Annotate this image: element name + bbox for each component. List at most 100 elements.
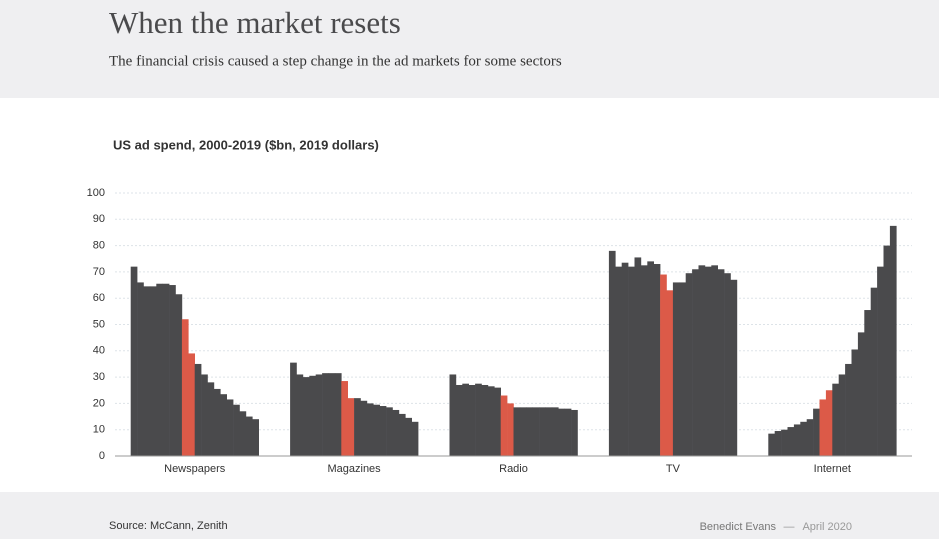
bar — [455, 384, 463, 456]
bar — [685, 273, 693, 456]
y-tick-label: 0 — [99, 450, 105, 462]
bar — [672, 282, 680, 456]
bar — [366, 403, 374, 456]
bar — [551, 407, 559, 456]
bar — [647, 261, 654, 456]
y-tick-label: 60 — [93, 292, 105, 304]
footer-band — [0, 492, 939, 539]
bar — [832, 383, 839, 456]
x-tick-label: Magazines — [327, 463, 381, 475]
bar — [188, 353, 195, 456]
bar — [500, 395, 508, 456]
bar — [201, 374, 208, 456]
bar — [328, 373, 336, 456]
bar — [149, 286, 157, 456]
bar — [322, 373, 329, 456]
bar — [845, 363, 852, 456]
bar — [857, 332, 865, 456]
bar — [175, 294, 183, 456]
bar — [449, 374, 457, 456]
x-tick-label: Internet — [814, 463, 851, 475]
y-tick-label: 10 — [93, 424, 105, 436]
bar — [386, 407, 393, 456]
bar — [475, 383, 482, 456]
bar — [883, 245, 891, 456]
subtitle: The financial crisis caused a step chang… — [109, 53, 562, 69]
bar — [226, 399, 234, 456]
bar — [360, 400, 368, 456]
bar — [181, 319, 189, 456]
chart-title: US ad spend, 2000-2019 ($bn, 2019 dollar… — [113, 137, 379, 152]
bar — [169, 285, 176, 456]
bar — [405, 417, 412, 456]
x-tick-label: Radio — [499, 463, 528, 475]
bar — [539, 407, 546, 456]
bar — [137, 282, 144, 456]
bar — [379, 406, 387, 456]
bar — [851, 349, 859, 456]
bar — [341, 381, 348, 456]
bar — [889, 225, 897, 456]
y-tick-label: 40 — [93, 345, 105, 357]
bar — [711, 265, 718, 456]
bar — [239, 411, 247, 456]
x-tick-label: TV — [666, 463, 681, 475]
bar — [233, 404, 240, 456]
source: Source: McCann, Zenith — [109, 520, 228, 532]
bar — [864, 310, 871, 456]
bar — [615, 266, 622, 456]
y-tick-label: 30 — [93, 371, 105, 383]
bar — [545, 407, 553, 456]
bar — [660, 274, 667, 456]
bar — [825, 390, 833, 456]
bar — [628, 266, 635, 456]
bar — [296, 374, 304, 456]
y-tick-label: 100 — [87, 187, 105, 199]
date: April 2020 — [802, 521, 852, 533]
bar — [315, 374, 323, 456]
header-band — [0, 0, 939, 98]
bar — [870, 287, 878, 456]
bar — [666, 290, 674, 456]
bar — [704, 266, 712, 456]
bar — [398, 413, 406, 456]
bar — [245, 416, 253, 456]
bar — [156, 283, 163, 456]
x-tick-label: Newspapers — [164, 463, 226, 475]
y-tick-label: 80 — [93, 240, 105, 252]
bar — [564, 408, 572, 456]
separator: — — [784, 521, 795, 533]
bar — [194, 363, 202, 456]
bar — [640, 265, 648, 456]
bar — [462, 383, 469, 456]
bar — [513, 407, 521, 456]
bar — [347, 398, 355, 456]
bar — [468, 384, 476, 456]
bar — [774, 431, 782, 456]
y-tick-label: 70 — [93, 266, 105, 278]
bar — [411, 421, 419, 456]
bar — [334, 373, 342, 456]
bar — [819, 399, 827, 456]
bar — [806, 419, 814, 456]
bar — [813, 408, 820, 456]
bar — [692, 269, 699, 456]
bar — [800, 421, 807, 456]
bar — [494, 387, 501, 456]
bar — [787, 427, 795, 456]
bar — [526, 407, 533, 456]
bar — [781, 429, 788, 456]
bar — [519, 407, 527, 456]
byline: Benedict Evans — [700, 521, 777, 533]
bar — [354, 398, 361, 456]
bar — [653, 264, 661, 456]
bar — [793, 424, 801, 456]
bar — [373, 404, 380, 456]
title: When the market resets — [109, 5, 401, 40]
bar — [130, 266, 138, 456]
y-tick-label: 90 — [93, 213, 105, 225]
bar — [877, 266, 884, 456]
bar — [730, 279, 738, 456]
bar — [302, 377, 310, 456]
bar — [717, 269, 725, 456]
